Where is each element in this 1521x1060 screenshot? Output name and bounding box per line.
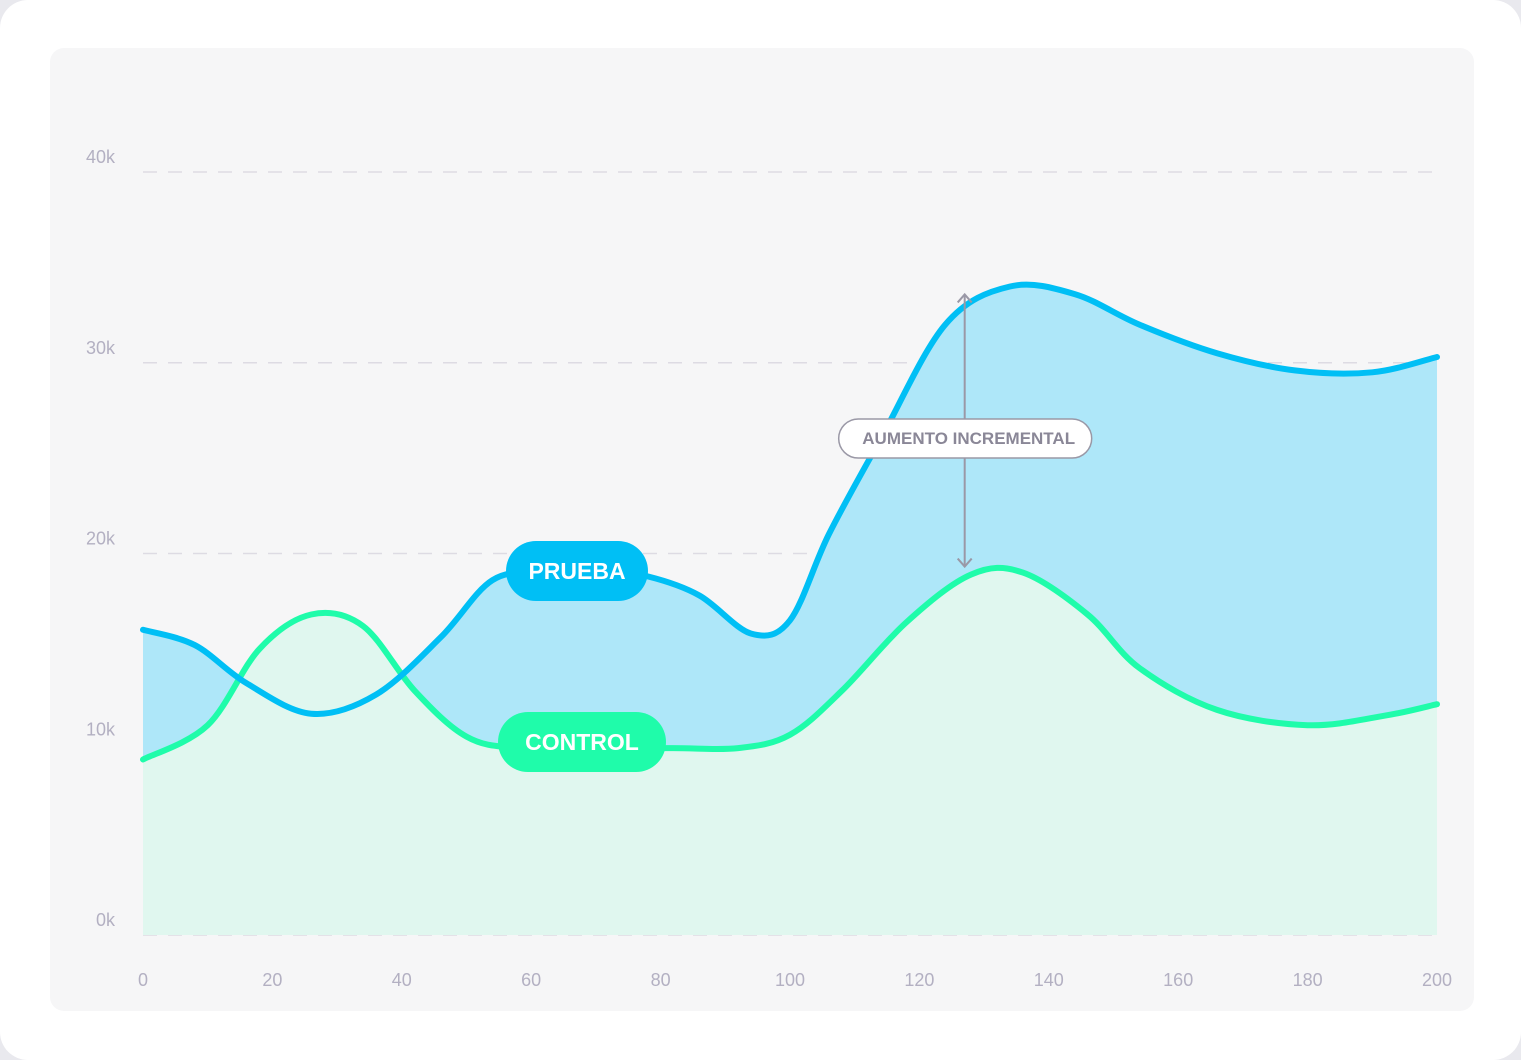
- control-line: [140, 564, 1440, 763]
- x-tick-label: 140: [1034, 970, 1064, 990]
- prueba-label: PRUEBA: [506, 541, 648, 601]
- x-tick-label: 120: [904, 970, 934, 990]
- prueba-label-bg: [506, 541, 648, 601]
- x-tick-label: 40: [392, 970, 412, 990]
- control-label: CONTROL: [498, 712, 666, 772]
- y-tick-label: 10k: [86, 719, 116, 739]
- x-tick-label: 200: [1422, 970, 1452, 990]
- y-tick-label: 40k: [86, 147, 116, 167]
- annotation-label: AUMENTO INCREMENTAL: [837, 418, 1093, 459]
- x-tick-label: 0: [138, 970, 148, 990]
- x-tick-label: 60: [521, 970, 541, 990]
- prueba-label-text: PRUEBA: [528, 558, 625, 584]
- control-label-text: CONTROL: [525, 729, 639, 755]
- x-tick-label: 20: [262, 970, 282, 990]
- control-label-bg: [498, 712, 666, 772]
- x-tick-label: 160: [1163, 970, 1193, 990]
- annotation-text: AUMENTO INCREMENTAL: [862, 429, 1075, 448]
- y-tick-label: 0k: [96, 910, 116, 930]
- arrowhead-up: [956, 292, 973, 304]
- y-tick-label: 30k: [86, 338, 116, 358]
- x-tick-label: 180: [1293, 970, 1323, 990]
- control-area: [143, 567, 1437, 935]
- annotation-pill: [837, 418, 1093, 459]
- x-tick-label: 100: [775, 970, 805, 990]
- x-tick-label: 80: [651, 970, 671, 990]
- prueba-line: [140, 281, 1440, 717]
- arrowhead-down: [956, 557, 973, 569]
- y-tick-label: 20k: [86, 529, 116, 549]
